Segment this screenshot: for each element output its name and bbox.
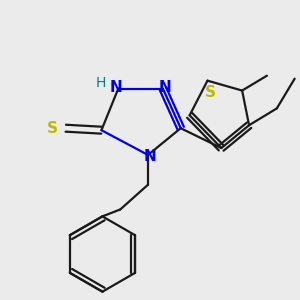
Text: N: N	[144, 149, 156, 164]
Text: S: S	[205, 85, 216, 100]
Text: S: S	[47, 121, 58, 136]
Text: H: H	[95, 76, 106, 90]
Text: N: N	[158, 80, 171, 95]
Text: N: N	[110, 80, 123, 95]
